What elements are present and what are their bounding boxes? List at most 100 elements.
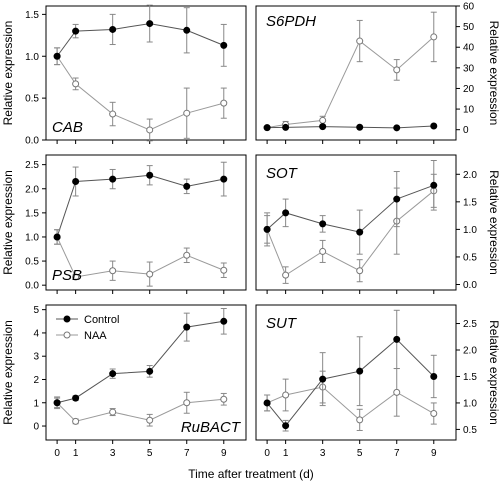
data-point [220,99,228,107]
data-point [356,123,364,131]
gene-label: SUT [266,315,298,332]
x-tick-label: 1 [283,448,289,459]
data-point [109,408,117,416]
data-point [109,110,117,118]
y-tick-label: 1.5 [463,197,477,208]
legend-marker [63,315,71,323]
y-tick-label: 2 [33,375,39,386]
data-point [220,266,228,274]
y-tick-label: 0.0 [463,280,477,291]
x-tick-label: 0 [54,448,60,459]
y-tick-label: 0.5 [463,252,477,263]
data-point [430,181,438,189]
data-point [263,124,271,132]
series-line [266,184,434,233]
series-control [263,160,438,255]
x-tick-label: 9 [431,448,437,459]
y-tick-label: 3 [33,352,39,363]
data-point [356,367,364,375]
data-point [319,123,327,131]
y-tick-label: 2.5 [463,319,477,330]
y-axis-label: Relative expression [1,21,15,126]
y-tick-label: 1.0 [25,232,39,243]
panel-sut: 0.5 1.0 1.5 2.0 2.5 0 1 3 5 7 9 Relative expression… [255,304,501,459]
data-point [146,270,154,278]
data-point [53,233,61,241]
data-point [72,80,80,88]
data-point [183,399,191,407]
series-line [56,320,224,404]
series-line [56,23,224,57]
data-point [319,220,327,228]
series-line [56,236,224,278]
data-point [220,395,228,403]
data-point [72,417,80,425]
y-axis-label: Relative expression [487,170,501,275]
data-point [282,422,290,430]
y-tick-label: 1 [33,398,39,409]
y-tick-label: 0.5 [463,425,477,436]
data-point [263,225,271,233]
y-tick-label: 1.5 [25,208,39,219]
data-point [393,388,401,396]
x-tick-label: 5 [147,448,153,459]
data-point [282,271,290,279]
series-line [266,190,435,276]
data-point [220,41,228,49]
data-point [146,171,154,179]
gene-label: S6PDH [266,13,316,30]
legend: Control NAA [56,314,119,342]
y-axis-label: Relative expression [487,21,501,126]
data-point [183,323,191,331]
series-line [266,338,435,427]
x-tick-label: 1 [73,448,79,459]
series-naa [263,173,438,284]
plot-frame [255,5,457,141]
data-point [282,391,290,399]
panel-psb: 0.0 0.5 1.0 1.5 2.0 2.5 Relative expression PSB [1,154,247,294]
series-control [263,122,438,132]
y-tick-label: 0 [33,422,39,433]
x-tick-label: 7 [184,448,190,459]
data-point [430,372,438,380]
gene-label: RuBACT [181,419,242,436]
data-point [183,109,191,117]
plot-frame [255,304,457,441]
y-tick-label: 30 [463,63,475,74]
data-point [146,416,154,424]
x-axis-title: Time after treatment (d) [188,467,314,481]
x-tick-label: 0 [264,448,270,459]
series-line [267,36,435,129]
data-point [109,267,117,275]
data-point [356,228,364,236]
y-tick-label: 40 [463,43,475,54]
gene-label: PSB [52,267,82,284]
y-tick-label: 50 [463,22,475,33]
data-point [356,416,364,424]
series-control [53,307,228,408]
x-tick-label: 9 [221,448,227,459]
y-tick-label: 20 [463,84,475,95]
data-point [430,33,438,41]
series-line [56,55,224,131]
gene-label: SOT [266,165,299,182]
y-tick-label: 0.0 [25,136,39,147]
data-point [109,175,117,183]
legend-marker [63,331,71,339]
panel-cab: 0.0 0.5 1.0 1.5 Relative expression CAB [1,4,247,147]
data-point [183,182,191,190]
y-tick-label: 1.0 [463,225,477,236]
series-control [263,309,438,432]
data-point [430,122,438,130]
data-point [72,273,80,281]
y-tick-label: 2.5 [25,160,39,171]
data-point [393,124,401,132]
y-axis-label: Relative expression [1,170,15,275]
series-line [267,125,434,129]
data-point [393,66,401,74]
plot-frame [255,154,457,291]
data-point [319,116,327,124]
data-point [263,399,271,407]
series-line [266,386,435,421]
y-tick-label: 4 [33,328,39,339]
